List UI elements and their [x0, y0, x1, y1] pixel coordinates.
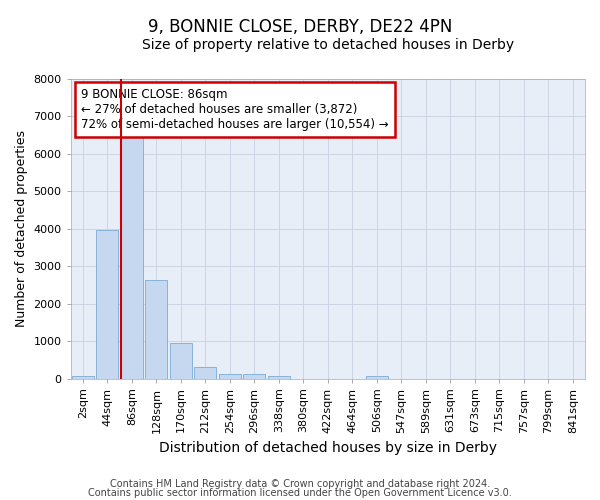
Y-axis label: Number of detached properties: Number of detached properties: [15, 130, 28, 328]
Title: Size of property relative to detached houses in Derby: Size of property relative to detached ho…: [142, 38, 514, 52]
Bar: [194, 366, 217, 378]
Bar: [121, 130, 143, 378]
Bar: [170, 343, 192, 378]
Bar: [268, 376, 290, 378]
Bar: [72, 376, 94, 378]
Bar: [145, 280, 167, 378]
Text: 9, BONNIE CLOSE, DERBY, DE22 4PN: 9, BONNIE CLOSE, DERBY, DE22 4PN: [148, 18, 452, 36]
Text: Contains public sector information licensed under the Open Government Licence v3: Contains public sector information licen…: [88, 488, 512, 498]
Bar: [244, 374, 265, 378]
Text: 9 BONNIE CLOSE: 86sqm
← 27% of detached houses are smaller (3,872)
72% of semi-d: 9 BONNIE CLOSE: 86sqm ← 27% of detached …: [81, 88, 389, 131]
Bar: [219, 374, 241, 378]
Bar: [97, 230, 118, 378]
Bar: [366, 376, 388, 378]
X-axis label: Distribution of detached houses by size in Derby: Distribution of detached houses by size …: [159, 441, 497, 455]
Text: Contains HM Land Registry data © Crown copyright and database right 2024.: Contains HM Land Registry data © Crown c…: [110, 479, 490, 489]
